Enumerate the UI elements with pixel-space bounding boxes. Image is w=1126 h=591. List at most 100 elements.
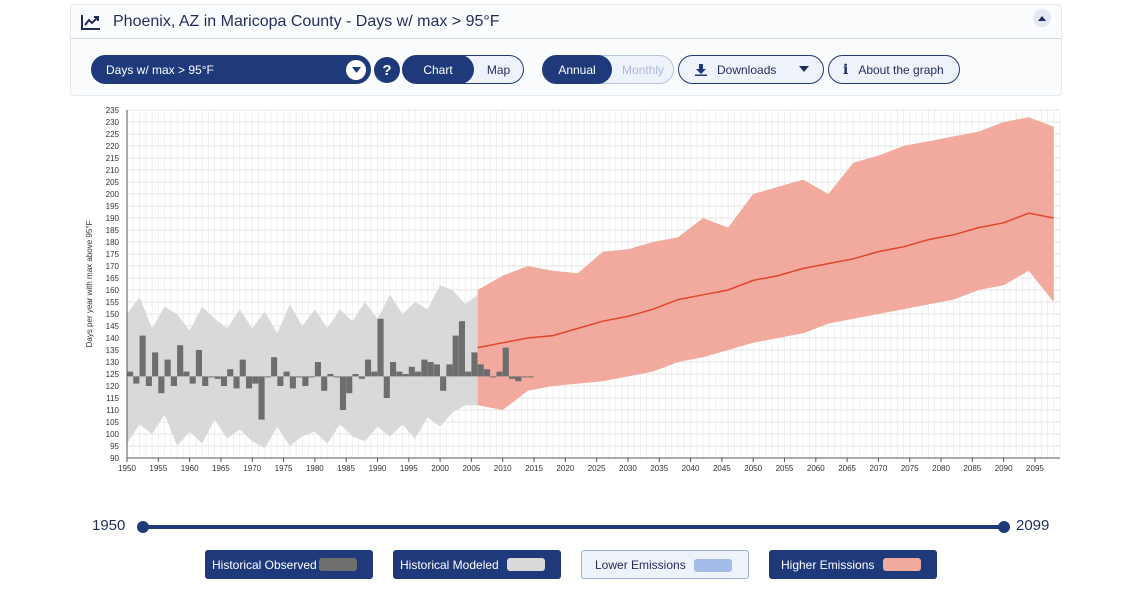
chevron-up-icon	[1038, 16, 1046, 21]
x-tick-label: 2030	[619, 464, 637, 473]
variable-select-label: Days w/ max > 95°F	[106, 62, 214, 77]
slider-end-handle[interactable]	[998, 521, 1010, 533]
downloads-button[interactable]: Downloads	[678, 55, 824, 84]
y-tick-label: 235	[106, 106, 120, 115]
observed-bar	[133, 376, 140, 384]
y-tick-label: 185	[106, 226, 120, 235]
observed-bar	[465, 371, 472, 377]
observed-bar	[271, 357, 278, 377]
slider-start-handle[interactable]	[137, 521, 149, 533]
x-tick-label: 2045	[713, 464, 731, 473]
x-tick-label: 2070	[870, 464, 888, 473]
view-toggle: Chart Map	[402, 55, 524, 84]
legend-observed-label: Historical Observed	[212, 557, 317, 572]
toolbar: Days w/ max > 95°F ? Chart Map Annual Mo…	[71, 55, 1061, 87]
observed-bar	[214, 376, 221, 379]
legend-historical-observed[interactable]: Historical Observed	[205, 550, 373, 579]
collapse-button[interactable]	[1033, 9, 1051, 27]
y-tick-label: 115	[106, 394, 119, 403]
legend-historical-modeled[interactable]: Historical Modeled	[393, 550, 561, 579]
observed-bar	[233, 376, 240, 389]
observed-bar	[333, 376, 340, 378]
higher-emissions-mean-line	[477, 212, 1054, 349]
y-tick-label: 150	[106, 310, 120, 319]
y-tick-label: 95	[110, 442, 119, 451]
about-graph-button[interactable]: i About the graph	[828, 55, 960, 84]
page-title: Phoenix, AZ in Maricopa County - Days w/…	[113, 13, 500, 30]
observed-bar	[164, 359, 171, 377]
y-tick-label: 215	[106, 154, 120, 163]
y-tick-label: 180	[106, 238, 120, 247]
annual-button[interactable]: Annual	[542, 55, 612, 84]
x-tick-label: 2015	[525, 464, 543, 473]
y-tick-label: 145	[106, 322, 120, 331]
observed-bar	[296, 376, 303, 378]
y-tick-label: 190	[106, 214, 120, 223]
x-tick-label: 2020	[556, 464, 574, 473]
observed-bar	[515, 376, 522, 382]
y-tick-label: 200	[106, 190, 120, 199]
x-tick-label: 2010	[494, 464, 512, 473]
observed-bar	[302, 376, 309, 386]
help-button[interactable]: ?	[374, 57, 400, 83]
y-tick-label: 120	[106, 382, 120, 391]
higher-emissions-band	[477, 117, 1054, 410]
y-tick-label: 140	[106, 334, 120, 343]
observed-bar	[358, 376, 365, 379]
variable-select[interactable]: Days w/ max > 95°F	[91, 55, 371, 84]
about-label: About the graph	[858, 62, 944, 77]
year-range-slider[interactable]: 1950 2099	[92, 515, 1052, 539]
x-tick-label: 2055	[776, 464, 794, 473]
x-tick-label: 2065	[838, 464, 856, 473]
observed-bar	[502, 347, 509, 377]
legend-lower-swatch	[694, 559, 732, 572]
observed-bar	[490, 376, 497, 378]
chart-view-button[interactable]: Chart	[402, 55, 474, 84]
legend-lower-emissions[interactable]: Lower Emissions	[581, 550, 749, 579]
y-tick-label: 175	[106, 250, 120, 259]
x-tick-label: 1985	[337, 464, 355, 473]
slider-track[interactable]	[142, 525, 1004, 529]
controls-panel: Phoenix, AZ in Maricopa County - Days w/…	[70, 4, 1062, 96]
observed-bar	[314, 362, 321, 377]
x-tick-label: 2090	[995, 464, 1013, 473]
observed-bar	[227, 369, 234, 377]
x-tick-label: 2075	[901, 464, 919, 473]
chevron-down-icon	[346, 60, 366, 80]
y-tick-label: 165	[106, 274, 120, 283]
x-tick-label: 2095	[1026, 464, 1044, 473]
period-toggle: Annual Monthly	[542, 55, 674, 84]
observed-bar	[458, 321, 466, 377]
observed-bar	[433, 364, 440, 377]
observed-bar	[245, 376, 253, 389]
observed-bar	[327, 374, 334, 377]
chevron-down-icon	[799, 66, 809, 72]
observed-bar	[377, 318, 384, 377]
observed-bar	[145, 376, 152, 386]
y-tick-label: 195	[106, 202, 120, 211]
y-tick-label: 205	[106, 178, 120, 187]
y-axis-label: Days per year with max above 95°F	[85, 220, 94, 347]
x-tick-label: 2035	[650, 464, 668, 473]
x-tick-label: 2005	[462, 464, 480, 473]
y-tick-label: 125	[106, 370, 120, 379]
y-tick-label: 160	[106, 286, 120, 295]
x-tick-label: 1955	[149, 464, 167, 473]
x-tick-label: 2085	[963, 464, 981, 473]
observed-bar	[396, 371, 403, 377]
info-icon: i	[843, 61, 849, 78]
legend-higher-emissions[interactable]: Higher Emissions	[769, 550, 937, 579]
observed-bar	[496, 371, 503, 377]
legend-modeled-label: Historical Modeled	[400, 557, 499, 572]
observed-bar	[440, 376, 447, 391]
observed-bar	[158, 376, 165, 394]
observed-bar	[127, 371, 134, 377]
x-tick-label: 1965	[212, 464, 230, 473]
legend-lower-label: Lower Emissions	[595, 557, 686, 572]
observed-bar	[339, 376, 347, 410]
observed-bar	[283, 371, 290, 377]
x-tick-label: 2000	[431, 464, 449, 473]
x-tick-label: 2040	[682, 464, 700, 473]
observed-bar	[195, 350, 203, 377]
observed-bar	[383, 376, 390, 398]
